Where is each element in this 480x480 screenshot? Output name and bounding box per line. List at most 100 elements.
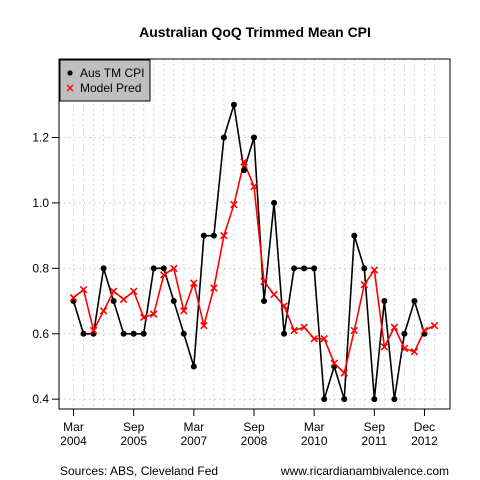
data-point-aus-tm-cpi bbox=[110, 298, 117, 305]
data-point-model-pred bbox=[430, 321, 439, 330]
data-point-model-pred bbox=[149, 310, 158, 318]
data-point-model-pred bbox=[159, 271, 168, 279]
x-tick-label: 2007 bbox=[180, 434, 207, 448]
data-point-aus-tm-cpi bbox=[251, 134, 257, 141]
data-point-model-pred bbox=[79, 285, 88, 294]
data-point-aus-tm-cpi bbox=[271, 199, 278, 206]
data-point-aus-tm-cpi bbox=[160, 265, 167, 272]
data-point-model-pred bbox=[410, 347, 419, 356]
data-point-model-pred bbox=[200, 321, 208, 330]
data-point-model-pred bbox=[99, 307, 108, 315]
data-point-aus-tm-cpi bbox=[371, 396, 378, 403]
data-point-model-pred bbox=[390, 323, 399, 331]
data-point-aus-tm-cpi bbox=[210, 232, 217, 239]
data-point-aus-tm-cpi bbox=[291, 265, 298, 272]
data-point-model-pred bbox=[220, 231, 228, 240]
data-point-aus-tm-cpi bbox=[311, 265, 318, 272]
x-tick-label: 2012 bbox=[411, 434, 438, 448]
x-tick-label: 2004 bbox=[60, 434, 87, 448]
data-point-aus-tm-cpi bbox=[220, 134, 227, 141]
footer-website: www.ricardianambivalence.com bbox=[280, 464, 449, 478]
data-point-model-pred bbox=[300, 323, 308, 331]
data-point-model-pred bbox=[280, 302, 288, 310]
data-point-model-pred bbox=[69, 294, 78, 302]
data-point-model-pred bbox=[170, 264, 178, 273]
data-point-model-pred bbox=[139, 313, 148, 322]
data-point-aus-tm-cpi bbox=[341, 396, 348, 403]
legend-marker-aus-tm-cpi bbox=[67, 70, 73, 76]
data-point-aus-tm-cpi bbox=[281, 330, 288, 337]
y-tick-label: 1.2 bbox=[32, 131, 49, 145]
data-point-aus-tm-cpi bbox=[180, 330, 187, 337]
data-point-model-pred bbox=[370, 266, 379, 274]
data-point-aus-tm-cpi bbox=[190, 363, 197, 370]
data-point-model-pred bbox=[420, 326, 429, 335]
y-tick-label: 0.8 bbox=[32, 261, 49, 275]
data-point-aus-tm-cpi bbox=[100, 265, 107, 272]
data-point-model-pred bbox=[290, 326, 298, 335]
x-tick-label: Mar bbox=[304, 420, 325, 434]
x-tick-label: Mar bbox=[183, 420, 204, 434]
x-tick-label: 2010 bbox=[301, 434, 328, 448]
x-tick-label: 2005 bbox=[120, 434, 147, 448]
data-point-aus-tm-cpi bbox=[140, 330, 147, 337]
data-point-aus-tm-cpi bbox=[170, 298, 177, 305]
series-points bbox=[69, 101, 439, 403]
data-point-model-pred bbox=[210, 284, 218, 292]
data-point-model-pred bbox=[89, 326, 98, 335]
data-point-model-pred bbox=[310, 334, 318, 343]
data-point-aus-tm-cpi bbox=[80, 330, 87, 337]
data-point-model-pred bbox=[340, 369, 349, 377]
data-point-aus-tm-cpi bbox=[401, 330, 408, 337]
y-tick-label: 0.6 bbox=[32, 327, 49, 341]
data-point-aus-tm-cpi bbox=[230, 101, 237, 108]
data-point-model-pred bbox=[230, 200, 238, 209]
legend-label-model-pred: Model Pred bbox=[80, 81, 141, 95]
data-point-aus-tm-cpi bbox=[240, 167, 247, 174]
data-point-aus-tm-cpi bbox=[391, 396, 398, 403]
data-point-model-pred bbox=[400, 344, 409, 353]
data-point-model-pred bbox=[240, 158, 248, 166]
data-point-aus-tm-cpi bbox=[200, 232, 207, 239]
data-point-model-pred bbox=[360, 280, 369, 289]
x-tick-label: Mar bbox=[63, 420, 84, 434]
data-point-model-pred bbox=[250, 182, 258, 191]
y-tick-label: 0.4 bbox=[32, 392, 49, 406]
data-point-model-pred bbox=[260, 277, 268, 286]
x-tick-label: Sep bbox=[364, 420, 386, 434]
data-point-aus-tm-cpi bbox=[381, 298, 388, 305]
legend-label-aus-tm-cpi: Aus TM CPI bbox=[80, 66, 144, 80]
data-point-model-pred bbox=[350, 326, 359, 335]
data-point-model-pred bbox=[380, 343, 389, 351]
data-point-aus-tm-cpi bbox=[301, 265, 308, 272]
data-point-model-pred bbox=[180, 307, 188, 315]
x-axis: Mar2004Sep2005Mar2007Sep2008Mar2010Sep20… bbox=[60, 409, 438, 448]
data-point-aus-tm-cpi bbox=[321, 396, 328, 403]
chart-title: Australian QoQ Trimmed Mean CPI bbox=[139, 24, 371, 40]
data-point-aus-tm-cpi bbox=[261, 298, 268, 305]
legend-box bbox=[59, 59, 151, 102]
data-point-aus-tm-cpi bbox=[361, 265, 368, 272]
data-point-aus-tm-cpi bbox=[130, 330, 137, 337]
x-tick-label: 2011 bbox=[361, 434, 387, 448]
series-line-aus-tm-cpi bbox=[72, 103, 426, 400]
x-tick-label: 2008 bbox=[241, 434, 268, 448]
x-tick-label: Sep bbox=[243, 420, 265, 434]
data-point-model-pred bbox=[330, 359, 338, 367]
data-point-model-pred bbox=[119, 295, 128, 304]
data-point-model-pred bbox=[320, 334, 328, 343]
data-point-model-pred bbox=[129, 287, 138, 296]
y-tick-label: 1.0 bbox=[32, 196, 49, 210]
data-point-model-pred bbox=[270, 290, 278, 299]
y-axis: 0.4 0.6 0.8 1.0 1.2 bbox=[32, 131, 59, 406]
data-point-aus-tm-cpi bbox=[150, 265, 157, 272]
data-point-aus-tm-cpi bbox=[411, 298, 418, 305]
data-point-model-pred bbox=[109, 287, 118, 296]
grid bbox=[59, 59, 450, 409]
x-tick-label: Sep bbox=[123, 420, 145, 434]
legend-marker-model-pred bbox=[66, 84, 74, 92]
footer-source: Sources: ABS, Cleveland Fed bbox=[60, 464, 218, 478]
data-point-model-pred bbox=[190, 279, 198, 287]
